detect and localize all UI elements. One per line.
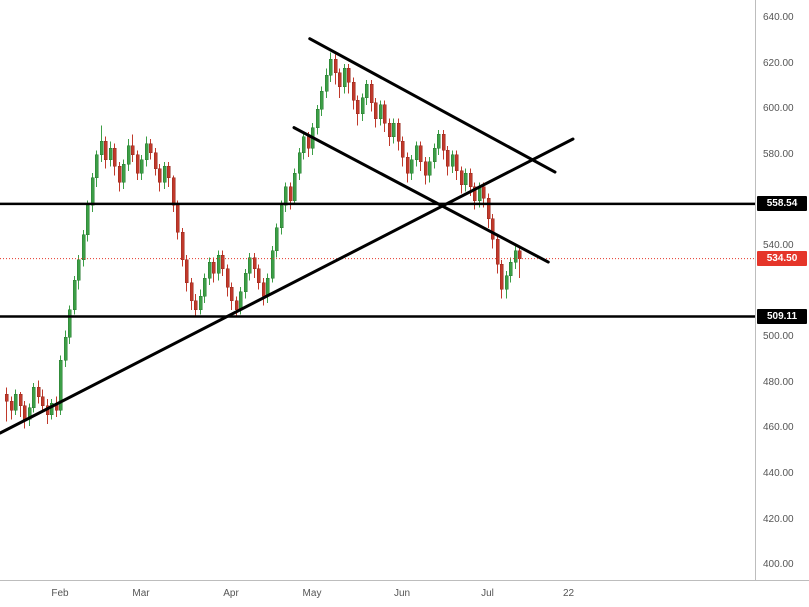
time-tick-label: Jul: [481, 588, 494, 599]
price-tick-label: 640.00: [763, 12, 794, 24]
time-tick-label: Apr: [223, 588, 239, 599]
time-tick-label: Feb: [51, 588, 69, 599]
descending-trendline-lower[interactable]: [292, 126, 550, 264]
price-tick-label: 480.00: [763, 376, 794, 388]
ascending-trendline[interactable]: [0, 137, 575, 435]
price-tick-label: 440.00: [763, 468, 794, 480]
price-tick-label: 500.00: [763, 331, 794, 343]
price-axis[interactable]: 558.54 534.50 509.11 640.00 620.00 600.00 5…: [755, 0, 809, 580]
time-tick-label: Mar: [132, 588, 150, 599]
descending-trendline-upper[interactable]: [308, 37, 557, 174]
price-tick-label: 580.00: [763, 148, 794, 160]
price-tick-label: 600.00: [763, 103, 794, 115]
price-tick-label: 420.00: [763, 513, 794, 525]
price-tick-label: 400.00: [763, 559, 794, 571]
price-tick-label: 540.00: [763, 240, 794, 252]
time-tick-label: May: [302, 588, 322, 599]
price-level-badge-last-price: 534.50: [757, 250, 807, 266]
time-tick-label: 22: [562, 588, 575, 599]
candlestick-chart[interactable]: [0, 0, 755, 580]
price-tick-label: 620.00: [763, 57, 794, 69]
price-tick-label: 460.00: [763, 422, 794, 434]
price-level-badge-support: 509.11: [757, 308, 807, 324]
time-axis[interactable]: Feb Mar Apr May Jun Jul 22: [0, 580, 809, 607]
time-tick-label: Jun: [393, 588, 411, 599]
candles: [4, 52, 522, 429]
price-level-badge-resistance: 558.54: [757, 195, 807, 211]
